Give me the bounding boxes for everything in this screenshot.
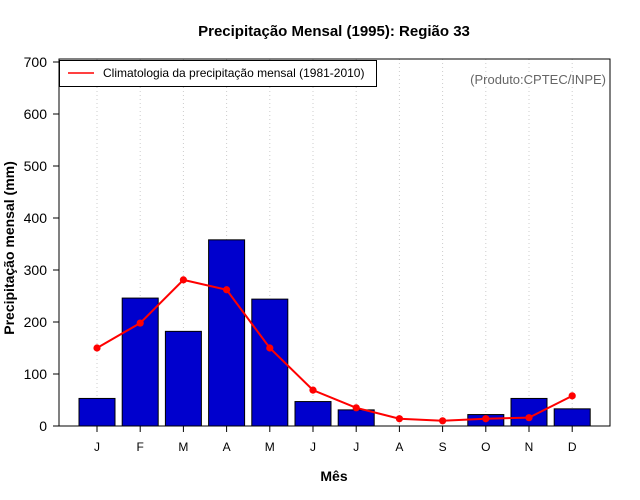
source-annotation: (Produto:CPTEC/INPE) xyxy=(470,72,606,87)
y-tick-label: 200 xyxy=(24,314,48,330)
y-tick-label: 400 xyxy=(24,210,48,226)
x-tick-label: J xyxy=(94,440,100,454)
bar xyxy=(164,330,202,427)
legend: Climatologia da precipitação mensal (198… xyxy=(59,60,377,87)
bar xyxy=(251,298,289,427)
climatology-point xyxy=(136,319,144,327)
y-tick-label: 0 xyxy=(39,418,47,434)
climatology-point xyxy=(439,417,447,425)
climatology-point xyxy=(352,404,360,412)
climatology-point xyxy=(309,386,317,394)
x-tick-label: O xyxy=(481,440,490,454)
y-tick-label: 100 xyxy=(24,366,48,382)
y-tick-label: 600 xyxy=(24,106,48,122)
bar xyxy=(337,409,375,427)
y-axis: 0 100 200 300 400 500 600 700 xyxy=(24,54,59,434)
climatology-point xyxy=(482,415,490,423)
climatology-point xyxy=(266,344,274,352)
bar xyxy=(553,408,591,427)
legend-label: Climatologia da precipitação mensal (198… xyxy=(103,66,364,80)
y-tick-label: 300 xyxy=(24,262,48,278)
bar xyxy=(78,397,116,427)
x-axis-title: Mês xyxy=(320,468,347,484)
x-tick-label: F xyxy=(137,440,144,454)
bar xyxy=(121,297,159,427)
bar xyxy=(294,401,332,427)
climatology-point xyxy=(395,415,403,423)
x-tick-label: D xyxy=(568,440,577,454)
x-tick-label: N xyxy=(525,440,534,454)
climatology-series-line xyxy=(96,278,573,422)
x-tick-label: M xyxy=(265,440,275,454)
y-axis-title: Precipitação mensal (mm) xyxy=(1,161,17,335)
x-tick-label: S xyxy=(439,440,447,454)
legend-box xyxy=(59,60,377,87)
x-tick-label: J xyxy=(353,440,359,454)
climatology-point xyxy=(568,392,576,400)
climatology-point xyxy=(223,286,231,294)
climatology-point xyxy=(525,414,533,422)
x-tick-label: J xyxy=(310,440,316,454)
x-tick-label: A xyxy=(223,440,231,454)
plot-frame xyxy=(58,58,611,427)
chart-title: Precipitação Mensal (1995): Região 33 xyxy=(198,23,470,40)
x-tick-label: M xyxy=(178,440,188,454)
climatology-line xyxy=(93,276,576,425)
y-tick-label: 500 xyxy=(24,158,48,174)
bar xyxy=(208,239,246,427)
y-tick-label: 700 xyxy=(24,54,48,70)
climatology-point xyxy=(179,276,187,284)
bars xyxy=(78,239,591,427)
climatology-point xyxy=(93,344,101,352)
x-tick-label: A xyxy=(395,440,403,454)
